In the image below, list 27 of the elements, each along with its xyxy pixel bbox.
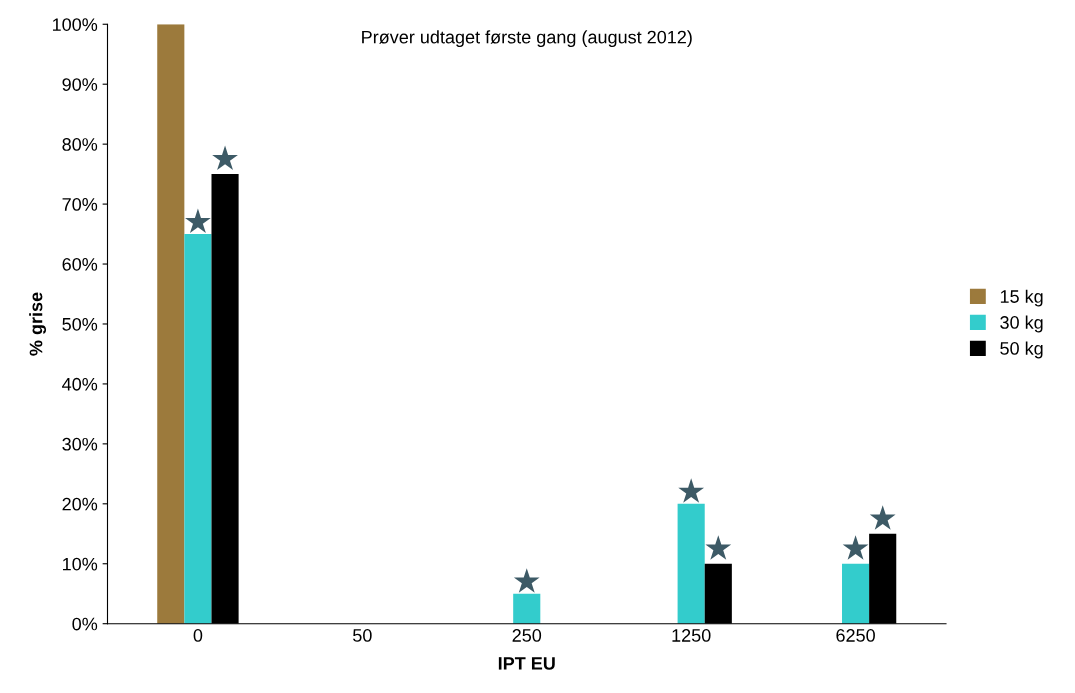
bar — [513, 593, 541, 624]
y-tick-label: 90% — [62, 78, 98, 91]
y-axis-title: % grise — [29, 292, 47, 356]
bar — [184, 234, 212, 624]
legend-label: 50 kg — [1000, 341, 1043, 359]
y-tick-label: 40% — [62, 377, 98, 391]
x-axis-title: IPT EU — [498, 657, 555, 670]
y-tick-label: 50% — [62, 317, 98, 331]
legend-label: 15 kg — [1000, 289, 1043, 307]
x-tick-label: 6250 — [836, 629, 875, 642]
y-tick-label: 60% — [62, 257, 98, 271]
x-tick-label: 0 — [193, 629, 203, 642]
y-tick-label: 30% — [62, 437, 98, 451]
y-tick-label: 100% — [52, 18, 98, 31]
bar — [677, 503, 705, 624]
y-tick-label: 80% — [62, 138, 98, 151]
y-tick-label: 0% — [72, 617, 98, 631]
bar — [157, 24, 185, 624]
x-tick-label: 250 — [512, 629, 542, 642]
y-tick-label: 20% — [62, 497, 98, 511]
chart-title: Prøver udtaget første gang (august 2012) — [362, 30, 692, 48]
x-tick-label: 1250 — [672, 629, 711, 642]
y-tick-label: 10% — [63, 557, 98, 571]
x-tick-label: 50 — [353, 629, 372, 642]
bar — [842, 563, 870, 624]
legend-label: 30 kg — [1000, 315, 1043, 333]
y-tick-label: 70% — [62, 198, 98, 211]
